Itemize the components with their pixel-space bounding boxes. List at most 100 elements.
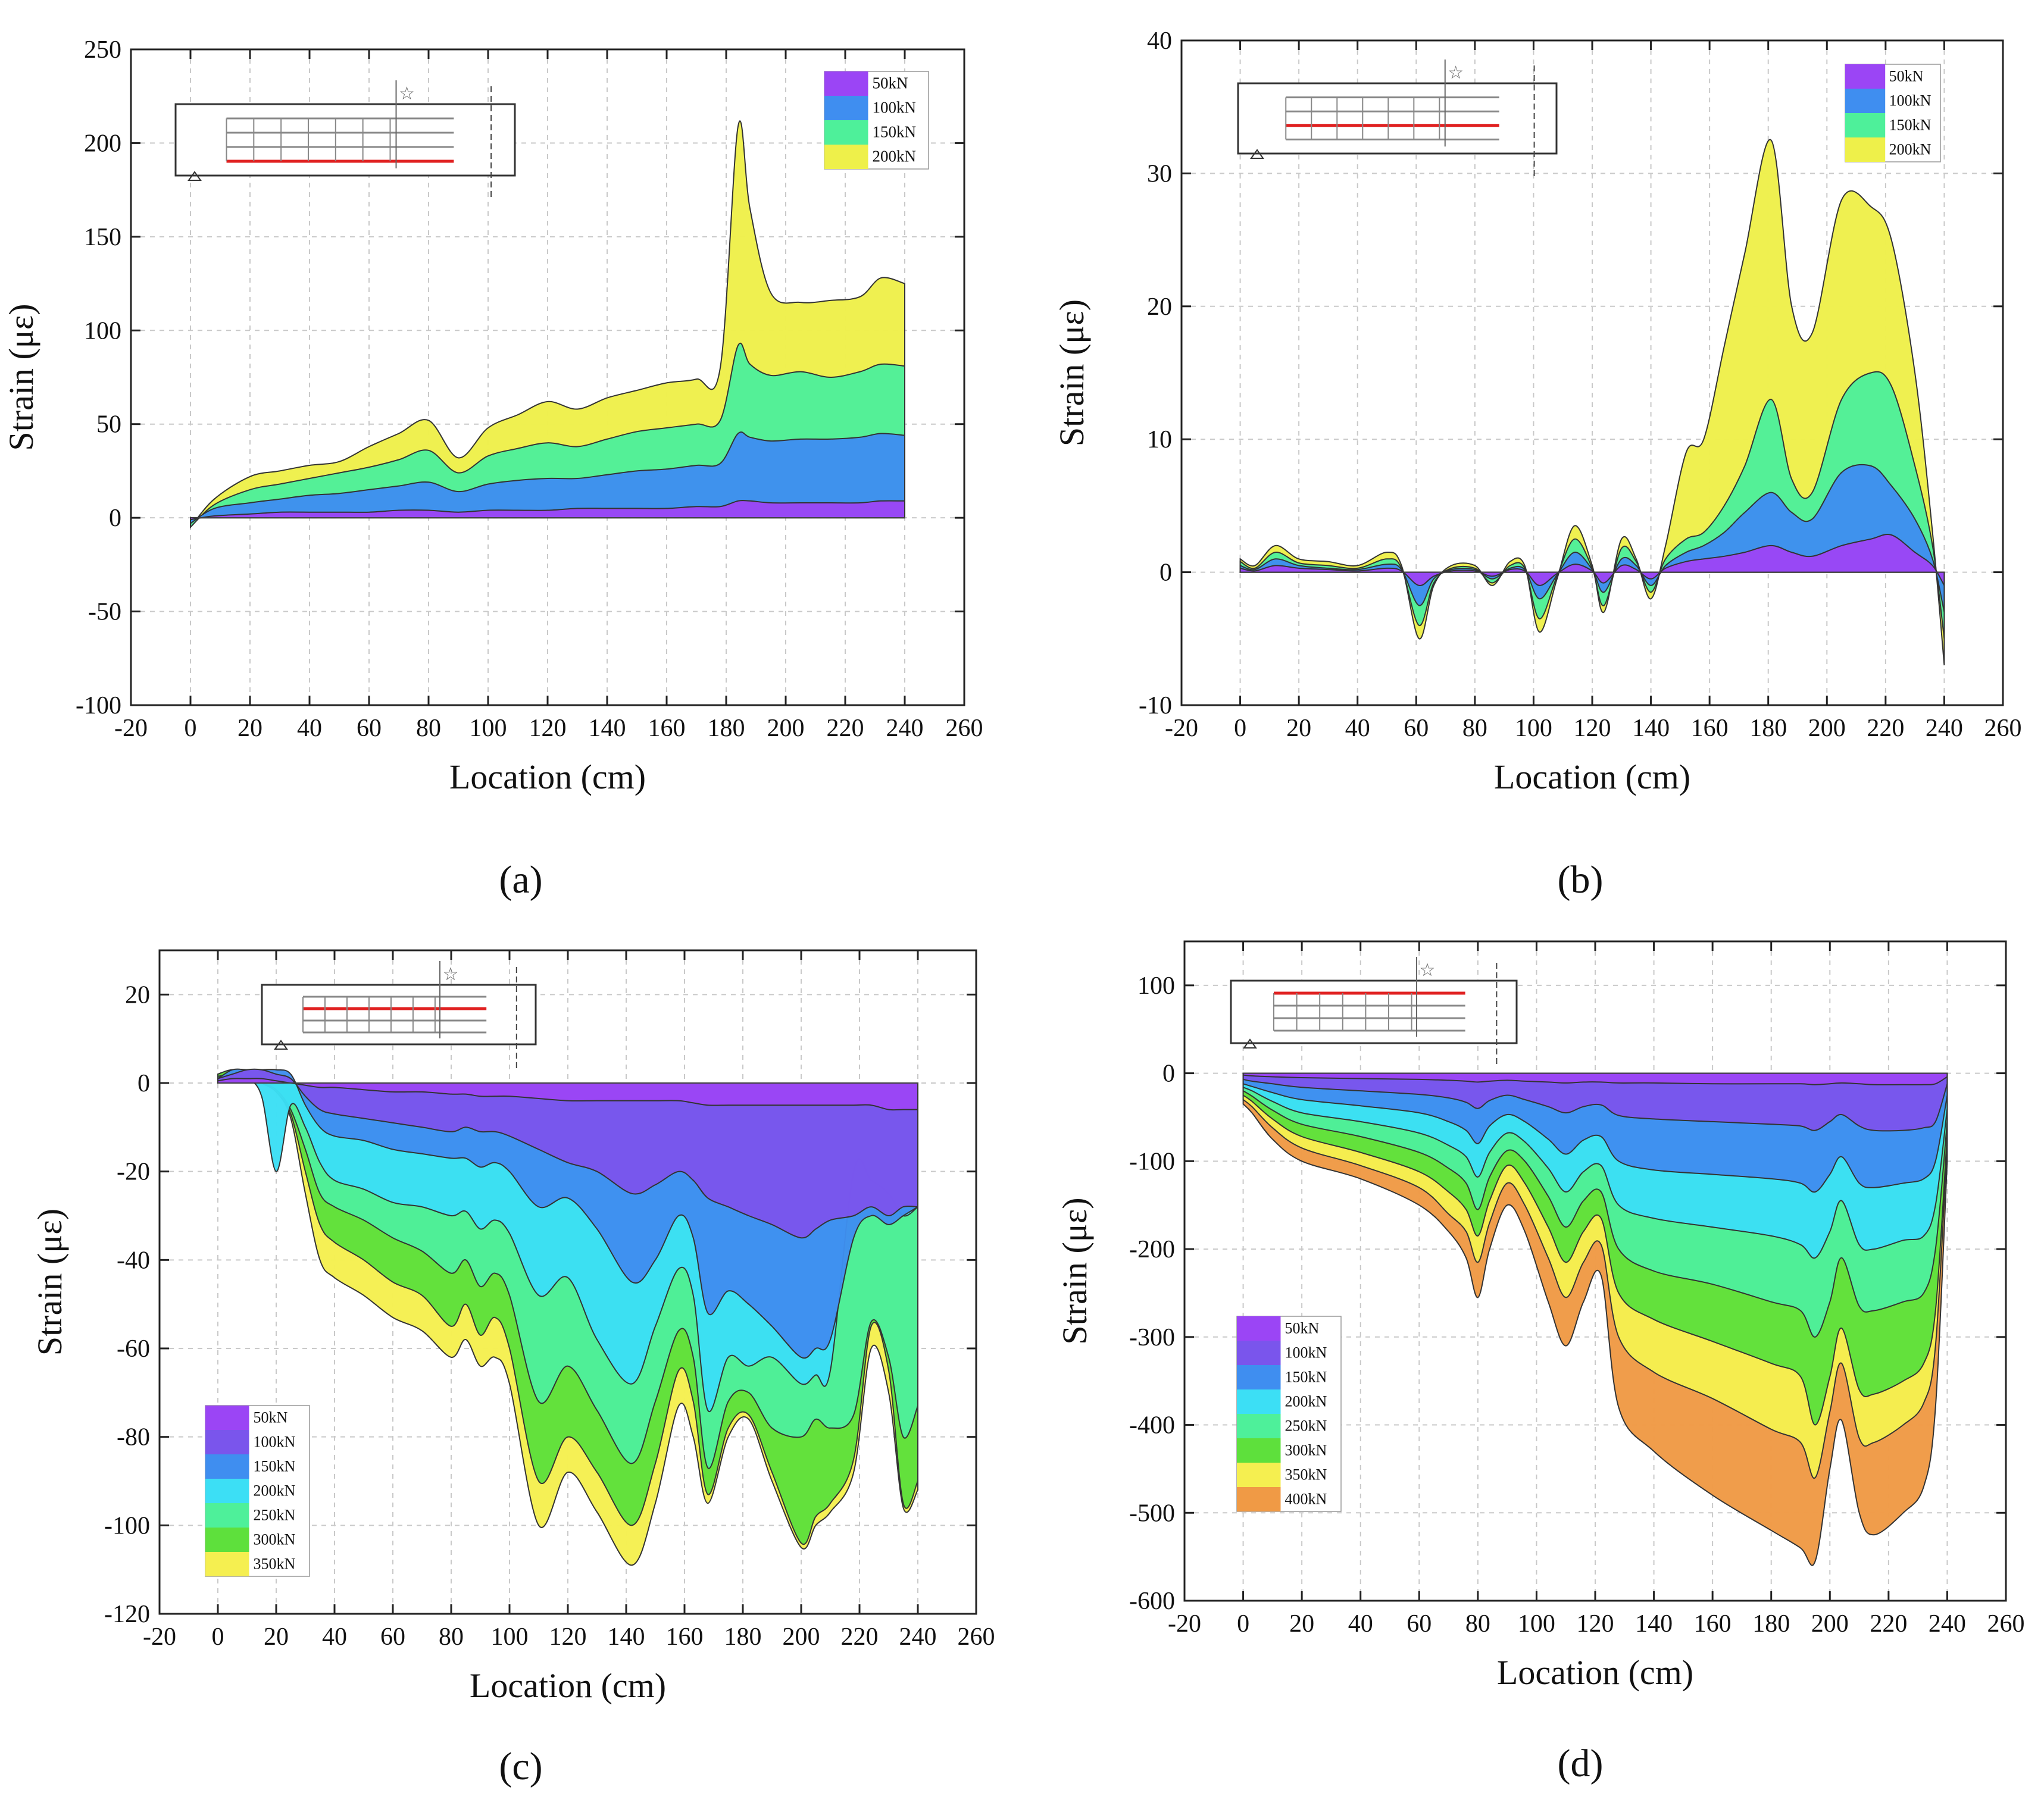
y-tick-label: 0	[1162, 1060, 1175, 1088]
x-tick-label: 80	[1465, 1610, 1490, 1638]
x-tick-label: 60	[357, 715, 382, 742]
y-tick-label: 0	[137, 1070, 150, 1097]
x-tick-label: 20	[237, 715, 262, 742]
load-point-icon: ☆	[443, 965, 459, 984]
legend-label: 100kN	[1889, 92, 1932, 109]
legend-swatch	[1237, 1438, 1281, 1463]
y-tick-label: 50	[96, 411, 121, 439]
y-tick-label: -300	[1129, 1324, 1175, 1351]
y-tick-label: 40	[1147, 27, 1172, 55]
y-tick-label: -120	[104, 1601, 150, 1628]
legend: 50kN 100kN 150kN 200kN	[1845, 64, 1941, 162]
area-series-100kN	[1242, 1072, 1948, 1132]
legend-label: 100kN	[254, 1434, 296, 1451]
legend-swatch	[1237, 1316, 1281, 1341]
x-tick-label: 100	[491, 1623, 529, 1651]
x-axis-title: Location (cm)	[470, 1666, 666, 1705]
x-tick-label: -20	[1168, 1610, 1201, 1638]
y-tick-label: 100	[1137, 972, 1175, 1000]
y-tick-label: -50	[88, 599, 121, 626]
x-tick-label: 80	[1462, 715, 1487, 742]
y-axis-title: Strain (με)	[30, 1209, 69, 1356]
legend-swatch	[824, 120, 868, 145]
x-tick-label: 20	[264, 1623, 289, 1651]
area-series-50kN	[1242, 1072, 1948, 1085]
x-tick-label: 240	[1929, 1610, 1966, 1638]
legend-swatch	[205, 1552, 249, 1576]
y-tick-label: 100	[84, 317, 121, 345]
y-tick-label: 0	[1159, 559, 1172, 587]
legend-label: 200kN	[1889, 141, 1932, 158]
x-tick-label: 260	[1984, 715, 2022, 742]
beam-inset-diagram: ☆	[174, 80, 516, 199]
x-tick-label: 120	[1574, 715, 1611, 742]
x-tick-label: 160	[1691, 715, 1729, 742]
y-tick-label: -80	[117, 1424, 150, 1451]
x-tick-label: 100	[1515, 715, 1552, 742]
x-tick-label: 180	[1752, 1610, 1790, 1638]
x-tick-label: 120	[549, 1623, 587, 1651]
y-tick-label: 150	[84, 224, 121, 251]
legend-swatch	[205, 1454, 249, 1479]
y-tick-label: -20	[117, 1159, 150, 1186]
x-tick-label: 60	[380, 1623, 405, 1651]
legend: 50kN 100kN 150kN 200kN 250kN 300kN 350kN	[205, 1405, 310, 1577]
inset-frame	[1237, 82, 1558, 155]
legend-label: 50kN	[254, 1409, 288, 1426]
legend-swatch	[1237, 1487, 1281, 1511]
legend-label: 50kN	[873, 74, 908, 92]
y-tick-label: 30	[1147, 160, 1172, 187]
x-tick-label: 80	[439, 1623, 464, 1651]
x-tick-label: 40	[1345, 715, 1370, 742]
beam-inset-diagram: ☆	[261, 961, 537, 1068]
y-tick-label: 10	[1147, 426, 1172, 453]
load-point-icon: ☆	[1448, 63, 1464, 83]
beam-inset-diagram: ☆	[1230, 957, 1518, 1067]
legend-swatch	[1237, 1389, 1281, 1414]
load-point-icon: ☆	[1420, 960, 1436, 980]
y-tick-label: -600	[1129, 1588, 1175, 1615]
x-tick-label: 20	[1289, 1610, 1314, 1638]
x-tick-label: 60	[1407, 1610, 1432, 1638]
x-tick-label: 200	[783, 1623, 820, 1651]
area-series-100kN	[217, 1068, 918, 1239]
panel-label: (d)	[1558, 1742, 1604, 1785]
x-tick-label: 80	[416, 715, 441, 742]
chart-panel-b: -20 0 20 40 60 80 100 120 140 160 180 200 220 240 260-…	[1052, 27, 2022, 902]
support-triangle-icon	[1243, 1038, 1257, 1049]
x-tick-label: 120	[1577, 1610, 1614, 1638]
legend-label: 250kN	[1285, 1417, 1327, 1435]
x-tick-label: 240	[886, 715, 924, 742]
legend-swatch	[1845, 137, 1886, 162]
x-tick-label: 200	[1808, 715, 1846, 742]
y-axis-title: Strain (με)	[1055, 1197, 1094, 1344]
legend-label: 150kN	[873, 123, 917, 141]
y-tick-label: -100	[76, 692, 121, 719]
panel-label: (b)	[1558, 858, 1604, 902]
legend-swatch	[824, 96, 868, 120]
x-tick-label: 140	[589, 715, 626, 742]
y-axis-title: Strain (με)	[1052, 299, 1091, 446]
x-tick-label: 0	[1234, 715, 1246, 742]
x-tick-label: 220	[827, 715, 864, 742]
chart-panel-c: -20 0 20 40 60 80 100 120 140 160 180 200 220 240 260-…	[30, 949, 995, 1788]
load-point-icon: ☆	[399, 84, 415, 104]
legend-swatch	[205, 1528, 249, 1552]
chart-panel-a: -20 0 20 40 60 80 100 120 140 160 180 200 220 240 260 -…	[2, 36, 983, 902]
legend-swatch	[1237, 1341, 1281, 1365]
x-tick-label: 180	[708, 715, 745, 742]
legend-label: 350kN	[1285, 1466, 1327, 1483]
panel-label: (a)	[499, 858, 542, 902]
x-tick-label: -20	[1165, 715, 1198, 742]
x-tick-label: 100	[1518, 1610, 1555, 1638]
y-tick-label: 0	[109, 505, 121, 532]
x-tick-label: 160	[666, 1623, 704, 1651]
legend-swatch	[1845, 89, 1886, 113]
legend-label: 250kN	[254, 1507, 296, 1524]
legend-swatch	[1845, 64, 1886, 89]
legend-swatch	[205, 1479, 249, 1503]
y-tick-label: -10	[1139, 692, 1172, 719]
x-tick-label: 240	[1926, 715, 1963, 742]
support-triangle-icon	[187, 171, 202, 181]
